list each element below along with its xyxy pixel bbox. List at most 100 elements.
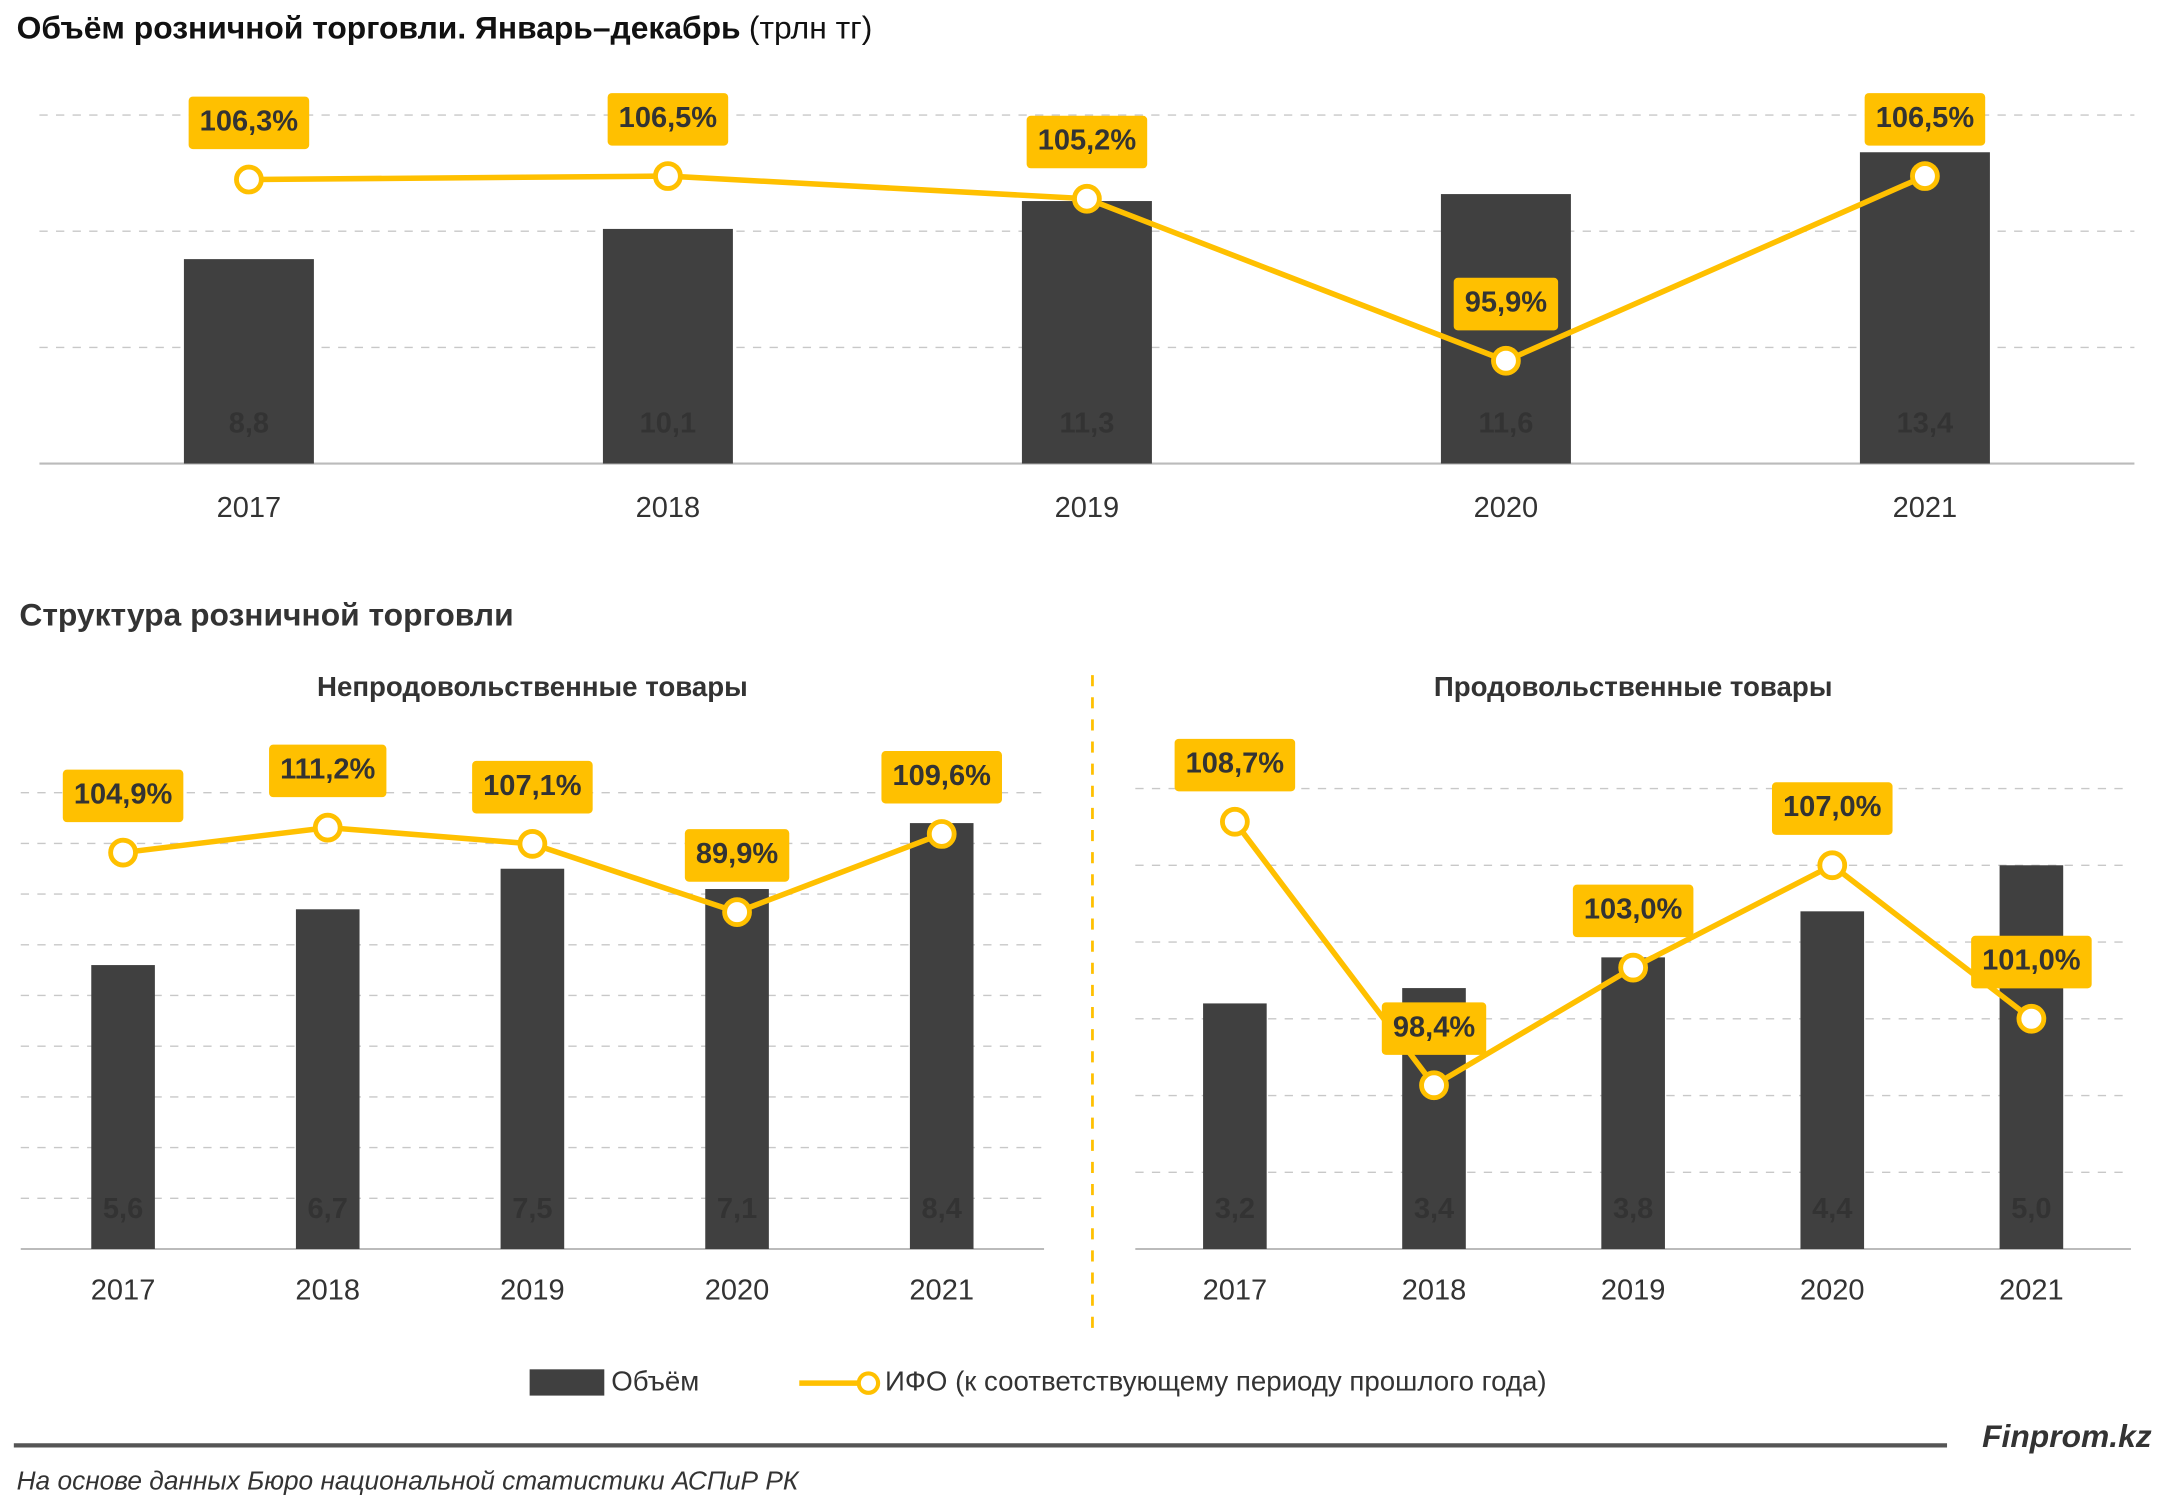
title-text: Объём розничной торговли. Январь–декабрь — [17, 10, 741, 46]
line-marker — [926, 819, 957, 849]
value-label-box — [607, 93, 729, 146]
line-value-label: 107,0% — [1783, 791, 1882, 823]
line-marker — [1817, 850, 1848, 881]
line-value-label: 106,5% — [1876, 102, 1975, 134]
x-tick-label: 2020 — [1800, 1275, 1865, 1307]
x-tick-label: 2019 — [500, 1275, 565, 1307]
bar — [183, 259, 314, 464]
x-tick-label: 2020 — [1474, 492, 1539, 524]
bar-value-label: 7,5 — [512, 1193, 552, 1225]
bar-value-label: 10,1 — [640, 408, 696, 440]
source: На основе данных Бюро национальной стати… — [17, 1466, 800, 1496]
panel-title: Продовольственные товары — [1434, 671, 1833, 702]
bar-value-label: 6,7 — [308, 1193, 348, 1225]
x-tick-label: 2020 — [705, 1275, 770, 1307]
brand: Finprom.kz — [1982, 1418, 2152, 1454]
line-marker — [108, 837, 138, 868]
x-tick-label: 2021 — [909, 1275, 974, 1307]
line-value-label: 103,0% — [1584, 894, 1683, 926]
value-label-box — [1771, 782, 1893, 835]
bar — [1999, 865, 2064, 1250]
x-tick-label: 2019 — [1055, 492, 1120, 524]
bar-value-label: 3,8 — [1613, 1193, 1653, 1225]
line-value-label: 106,5% — [619, 102, 718, 134]
line-value-label: 101,0% — [1982, 945, 2081, 977]
x-tick-label: 2018 — [1402, 1275, 1467, 1307]
value-label-box — [1381, 1002, 1487, 1055]
value-label-box — [881, 750, 1002, 804]
line-value-label: 89,9% — [696, 838, 778, 870]
bar — [1021, 201, 1152, 464]
line-marker — [653, 161, 683, 191]
line-marker — [517, 829, 548, 859]
legend-label: ИФО (к соответствующему периоду прошлого… — [885, 1365, 1547, 1396]
bar-value-label: 11,3 — [1059, 408, 1114, 440]
line-value-label: 95,9% — [1465, 287, 1547, 319]
bar-value-label: 5,0 — [2011, 1193, 2051, 1225]
x-tick-label: 2018 — [636, 492, 701, 524]
line-value-label: 108,7% — [1186, 748, 1285, 780]
line-marker — [312, 812, 343, 843]
title-unit: (трлн тг) — [749, 10, 872, 46]
bar — [705, 889, 769, 1250]
value-label-box — [472, 760, 593, 814]
value-label-box — [1174, 738, 1296, 792]
bar — [500, 868, 565, 1250]
legend-marker — [856, 1371, 881, 1395]
legend-label: Объём — [611, 1365, 699, 1396]
bar-value-label: 3,2 — [1215, 1193, 1255, 1225]
legend-bar-swatch — [529, 1369, 605, 1396]
bar-value-label: 8,8 — [229, 408, 269, 440]
line-value-label: 111,2% — [280, 754, 375, 786]
line-marker — [1910, 161, 1940, 191]
line-marker — [1072, 183, 1102, 214]
bar-value-label: 5,6 — [103, 1193, 143, 1225]
bar-value-label: 4,4 — [1812, 1193, 1852, 1225]
bar-value-label: 11,6 — [1478, 408, 1533, 440]
panel-title: Непродовольственные товары — [317, 671, 748, 702]
line-marker — [1618, 952, 1649, 983]
bar — [295, 909, 360, 1250]
legend: Объём ИФО (к соответствующему периоду пр… — [529, 1365, 1547, 1396]
x-tick-label: 2021 — [1999, 1275, 2064, 1307]
line-value-label: 104,9% — [74, 779, 173, 811]
chart-panel: Продовольственные товары 2017 2018 2019 2020… — [1135, 671, 2131, 1307]
x-tick-label: 2017 — [1203, 1275, 1268, 1307]
bar — [91, 965, 155, 1250]
line-marker — [2016, 1003, 2047, 1034]
line-marker — [234, 164, 264, 195]
bar-value-label: 13,4 — [1897, 408, 1953, 440]
chart-panel: Непродовольственные товары 2017 2018 2019 20… — [20, 671, 1045, 1307]
section-title: Структура розничной торговли — [19, 596, 513, 632]
bar — [602, 228, 733, 464]
line-value-label: 105,2% — [1038, 125, 1137, 157]
bar-value-label: 7,1 — [717, 1193, 757, 1225]
line-marker — [1491, 345, 1521, 376]
line-value-label: 109,6% — [893, 760, 992, 792]
value-label-box — [1572, 884, 1694, 938]
value-label-box — [269, 744, 387, 798]
main-title: Объём розничной торговли. Январь–декабрь… — [17, 10, 873, 46]
value-label-box — [188, 96, 310, 150]
line-marker — [722, 897, 752, 927]
line-marker — [1419, 1070, 1449, 1101]
x-tick-label: 2018 — [295, 1275, 360, 1307]
value-label-box — [1026, 115, 1148, 169]
bar — [1800, 911, 1865, 1250]
x-tick-label: 2017 — [91, 1275, 156, 1307]
line-marker — [1220, 806, 1250, 837]
value-label-box — [684, 829, 790, 882]
value-label-box — [1971, 935, 2092, 989]
value-label-box — [62, 769, 184, 823]
bar — [909, 823, 974, 1250]
bar — [1859, 152, 1990, 464]
line-value-label: 98,4% — [1393, 1011, 1475, 1043]
bar — [1601, 957, 1665, 1250]
bar — [1203, 1003, 1267, 1250]
x-tick-label: 2017 — [217, 492, 282, 524]
bar-value-label: 3,4 — [1414, 1193, 1454, 1225]
x-tick-label: 2019 — [1601, 1275, 1666, 1307]
value-label-box — [1864, 93, 1986, 146]
x-tick-label: 2021 — [1893, 492, 1958, 524]
